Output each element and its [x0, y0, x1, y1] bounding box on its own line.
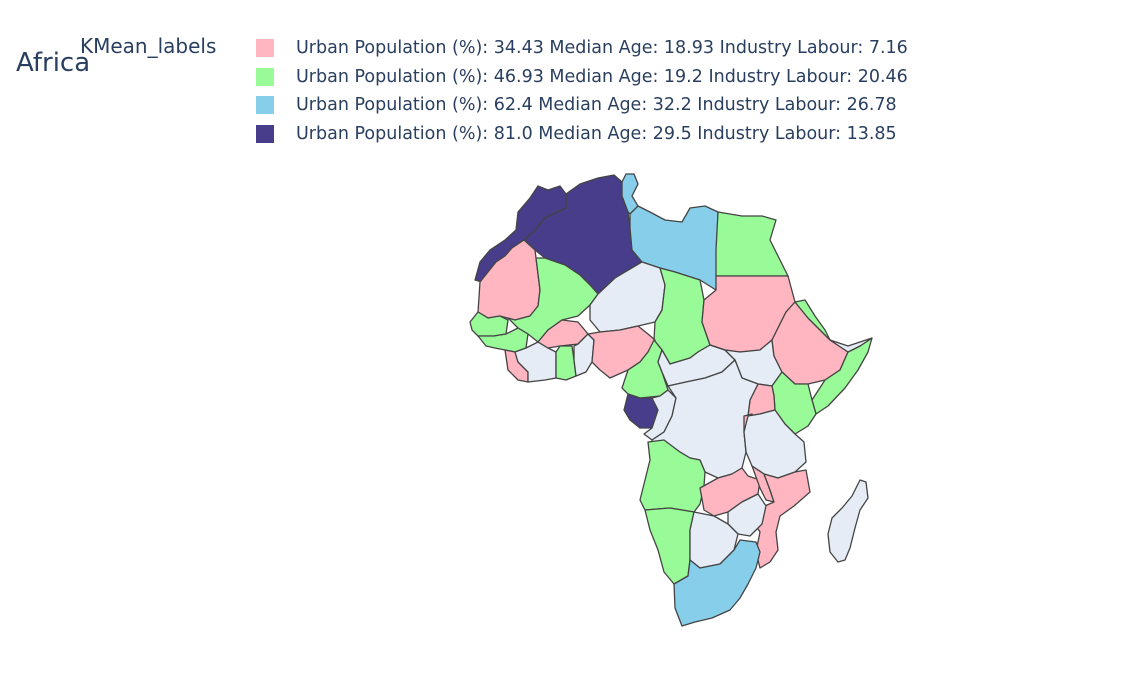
legend-item-cluster-1[interactable]: Urban Population (%): 34.43 Median Age: …: [256, 34, 908, 63]
legend-label: Urban Population (%): 34.43 Median Age: …: [296, 38, 908, 59]
region-mauritania[interactable]: [477, 239, 541, 321]
region-ghana[interactable]: [555, 345, 577, 381]
legend-swatch: [256, 39, 274, 58]
legend-item-cluster-3[interactable]: Urban Population (%): 62.4 Median Age: 3…: [256, 91, 908, 120]
region-somaliland[interactable]: [829, 337, 873, 353]
region-tanzania[interactable]: [743, 409, 807, 479]
legend-item-cluster-2[interactable]: Urban Population (%): 46.93 Median Age: …: [256, 63, 908, 92]
region-senegal[interactable]: [469, 311, 509, 337]
legend-title: KMean_labels: [80, 34, 217, 58]
region-tunisia[interactable]: [621, 173, 639, 215]
legend-label: Urban Population (%): 81.0 Median Age: 2…: [296, 124, 897, 145]
region-namibia[interactable]: [644, 507, 695, 585]
legend-swatch: [256, 96, 274, 115]
legend-item-cluster-4[interactable]: Urban Population (%): 81.0 Median Age: 2…: [256, 120, 908, 149]
legend-swatch: [256, 125, 274, 144]
legend-swatch: [256, 67, 274, 86]
legend: Urban Population (%): 34.43 Median Age: …: [256, 34, 908, 148]
legend-label: Urban Population (%): 62.4 Median Age: 3…: [296, 95, 897, 116]
map-title: Africa: [16, 48, 91, 78]
legend-label: Urban Population (%): 46.93 Median Age: …: [296, 66, 908, 87]
region-madagascar[interactable]: [827, 479, 869, 563]
region-eritrea[interactable]: [794, 299, 831, 341]
region-angola[interactable]: [639, 439, 706, 513]
region-south-africa[interactable]: [673, 539, 761, 627]
region-egypt[interactable]: [715, 211, 789, 277]
